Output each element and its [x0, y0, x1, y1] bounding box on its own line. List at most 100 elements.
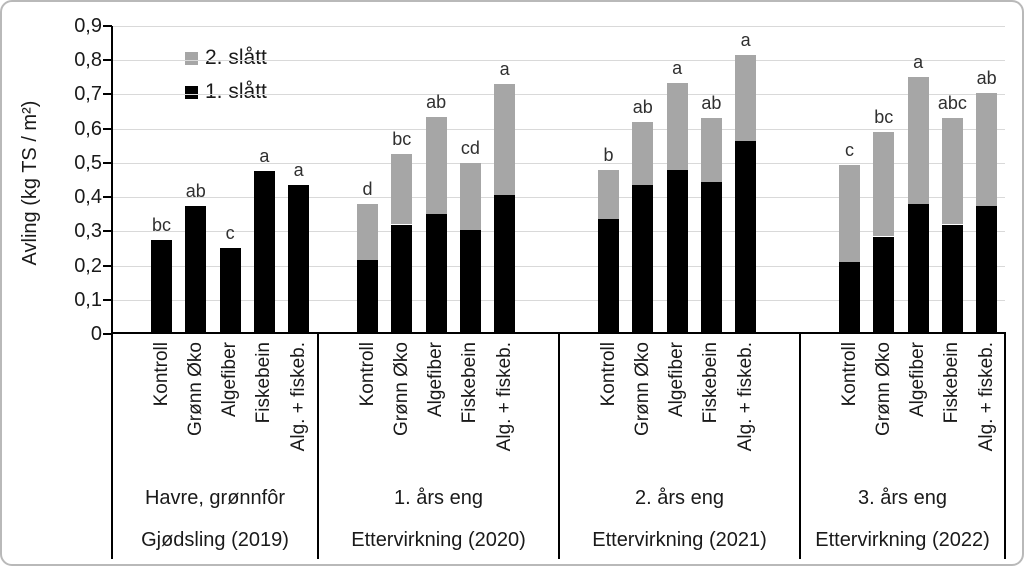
- bar-segment-slatt1: [425, 214, 447, 334]
- treatment-label: Grønn Øko: [390, 342, 412, 436]
- bar-segment-slatt1: [459, 229, 481, 334]
- y-tick-label: 0,3: [74, 220, 102, 243]
- significance-letter: ab: [701, 93, 722, 114]
- gridline: [113, 265, 1005, 267]
- treatment-label: Alg. + fiskeb.: [287, 342, 309, 452]
- significance-letter: bc: [874, 107, 894, 128]
- treatment-label: Kontroll: [356, 342, 378, 407]
- bar-segment-slatt1: [907, 204, 929, 334]
- bar-segment-slatt2: [700, 118, 722, 182]
- treatment-label: Grønn Øko: [872, 342, 894, 436]
- y-axis-title: Avling (kg TS / m²): [19, 100, 41, 266]
- bar-segment-slatt1: [391, 224, 413, 334]
- significance-letter: abc: [937, 93, 967, 114]
- group-sublabel: Ettervirkning (2022): [815, 529, 990, 551]
- treatment-label: Algefiber: [425, 342, 447, 417]
- group-label: 1. års eng: [394, 487, 483, 509]
- treatment-label: Grønn Øko: [631, 342, 653, 436]
- x-axis-line: [111, 332, 1006, 334]
- group-divider: [1004, 334, 1006, 559]
- treatment-label: Fiskebein: [700, 342, 722, 424]
- treatment-label: Algefiber: [219, 342, 241, 417]
- treatment-label: Fiskebein: [253, 342, 275, 424]
- y-tick: [103, 25, 112, 27]
- group-label: Havre, grønnfôr: [144, 487, 286, 509]
- y-tick-label: 0,4: [74, 186, 102, 209]
- significance-letter: a: [672, 57, 683, 78]
- y-axis-line: [111, 26, 113, 559]
- group-divider: [799, 334, 801, 559]
- bar-segment-slatt1: [666, 169, 688, 334]
- bar-segment-slatt2: [735, 55, 757, 141]
- y-tick-label: 0,5: [74, 151, 102, 174]
- bar-segment-slatt2: [391, 154, 413, 225]
- bar-segment-slatt2: [941, 118, 963, 225]
- treatment-label: Alg. + fiskeb.: [975, 342, 997, 452]
- treatment-label: Grønn Øko: [184, 342, 206, 436]
- bar-segment-slatt1: [873, 236, 895, 334]
- significance-letter: bc: [151, 214, 171, 235]
- bar-segment-slatt2: [459, 162, 481, 230]
- significance-letter: ab: [976, 67, 997, 88]
- significance-letter: c: [845, 139, 854, 160]
- bar-segment-slatt1: [494, 195, 516, 334]
- significance-letter: a: [259, 146, 270, 167]
- significance-letter: a: [499, 59, 510, 80]
- significance-letter: d: [362, 179, 373, 199]
- significance-letter: ab: [632, 96, 653, 117]
- bar-segment-slatt1: [839, 262, 860, 334]
- gridline: [113, 231, 1005, 233]
- gridline: [113, 26, 1005, 27]
- treatment-label: Kontroll: [597, 342, 619, 407]
- gridline: [113, 60, 1005, 62]
- significance-letter: a: [913, 52, 924, 73]
- bar-segment-slatt1: [253, 171, 275, 334]
- y-tick-label: 0,2: [74, 254, 102, 277]
- bar-segment-slatt2: [839, 164, 860, 263]
- bar-segment-slatt2: [357, 204, 378, 261]
- bar-segment-slatt2: [425, 116, 447, 215]
- treatment-label: Kontroll: [150, 342, 172, 407]
- y-tick-label: 0,9: [74, 15, 102, 37]
- y-tick-label: 0,7: [74, 83, 102, 106]
- treatment-label: Kontroll: [838, 342, 860, 407]
- bar-segment-slatt2: [598, 169, 619, 220]
- significance-letter: cd: [460, 137, 480, 158]
- bar-segment-slatt1: [941, 224, 963, 334]
- group-sublabel: Gjødsling (2019): [141, 529, 289, 551]
- group-label: 3. års eng: [858, 487, 947, 509]
- y-tick-label: 0,6: [74, 117, 102, 140]
- y-tick: [103, 161, 112, 164]
- bar-segment-slatt2: [976, 92, 998, 206]
- y-tick: [103, 196, 112, 199]
- bar-segment-slatt1: [151, 239, 172, 334]
- group-sublabel: Ettervirkning (2020): [351, 529, 526, 551]
- gridline: [113, 197, 1005, 199]
- legend-swatch-slatt1-icon: [185, 85, 198, 99]
- y-tick: [103, 127, 112, 130]
- bar-segment-slatt2: [907, 77, 929, 204]
- treatment-label: Fiskebein: [459, 342, 481, 424]
- bar-segment-slatt1: [700, 181, 722, 334]
- gridline: [113, 128, 1005, 130]
- bar-segment-slatt1: [185, 205, 207, 334]
- gridline: [113, 162, 1005, 164]
- significance-letter: a: [740, 30, 751, 51]
- y-tick-label: 0,8: [74, 49, 102, 72]
- significance-letter: b: [603, 144, 614, 165]
- y-tick: [103, 298, 112, 301]
- bar-segment-slatt1: [976, 205, 998, 334]
- bar-segment-slatt1: [288, 185, 310, 334]
- y-tick: [103, 59, 112, 62]
- legend-swatch-slatt2-icon: [185, 51, 198, 65]
- group-sublabel: Ettervirkning (2021): [592, 529, 767, 551]
- legend-label-slatt2: 2. slått: [205, 46, 267, 69]
- group-divider: [558, 334, 560, 559]
- treatment-label: Alg. + fiskeb.: [734, 342, 756, 452]
- y-tick-label: 0,1: [74, 288, 102, 311]
- bar-segment-slatt2: [494, 84, 516, 196]
- bar-segment-slatt1: [598, 219, 619, 334]
- bar-segment-slatt2: [632, 121, 654, 186]
- treatment-label: Algefiber: [907, 342, 929, 417]
